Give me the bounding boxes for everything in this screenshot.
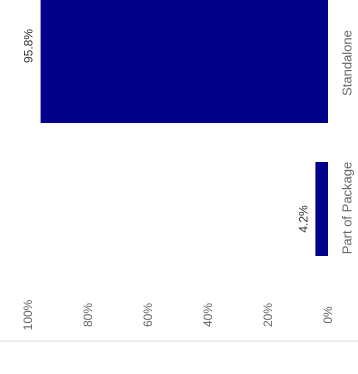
bar-1 <box>315 162 328 256</box>
value-tick-label-0: 0% <box>321 306 335 324</box>
data-labels-layer: 95.8% 4.2% <box>22 29 311 233</box>
value-tick-label-2: 40% <box>201 303 215 327</box>
category-label-0: Standalone <box>340 30 355 96</box>
value-tick-label-1: 20% <box>261 303 275 327</box>
bars-layer <box>40 0 328 256</box>
value-tick-label-5: 100% <box>21 299 35 330</box>
data-label-1: 4.2% <box>296 205 310 233</box>
value-tick-label-4: 80% <box>81 303 95 327</box>
category-label-1: Part of Package <box>340 162 355 255</box>
data-label-0: 95.8% <box>22 29 36 63</box>
value-tick-label-3: 60% <box>141 303 155 327</box>
bar-0 <box>40 0 328 123</box>
value-axis-ticks-layer: 0% 20% 40% 60% 80% 100% <box>21 299 335 330</box>
category-labels-layer: Standalone Part of Package <box>340 30 355 254</box>
